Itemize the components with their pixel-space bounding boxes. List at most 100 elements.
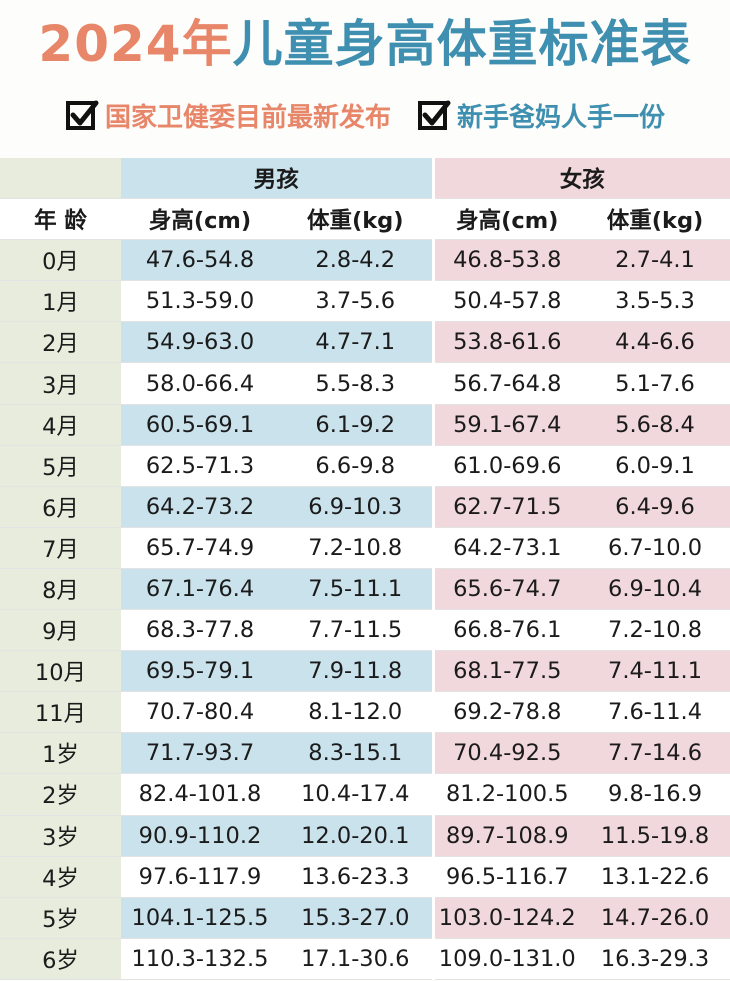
girl-group-header: 女孩 — [431, 158, 730, 200]
table-row: 1月 51.3-59.0 3.7-5.6 50.4-57.8 3.5-5.3 — [0, 280, 730, 323]
boy-height-cell: 70.7-80.4 — [121, 691, 279, 734]
girl-height-cell: 50.4-57.8 — [431, 280, 581, 323]
table-row: 8月 67.1-76.4 7.5-11.1 65.6-74.7 6.9-10.4 — [0, 568, 730, 611]
girl-weight-cell: 7.7-14.6 — [580, 732, 730, 775]
age-cell: 11月 — [0, 691, 121, 734]
boy-height-cell: 110.3-132.5 — [121, 938, 279, 980]
subtitle-official: 国家卫健委目前最新发布 — [65, 97, 391, 134]
boy-weight-cell: 6.9-10.3 — [279, 486, 434, 528]
subtitle-parents: 新手爸妈人手一份 — [417, 97, 665, 134]
girl-height-cell: 59.1-67.4 — [431, 404, 581, 446]
boy-weight-cell: 7.5-11.1 — [279, 568, 434, 611]
girl-height-cell: 109.0-131.0 — [431, 938, 581, 980]
girl-weight-header: 体重(kg) — [580, 198, 730, 241]
table-row: 9月 68.3-77.8 7.7-11.5 66.8-76.1 7.2-10.8 — [0, 609, 730, 652]
girl-weight-cell: 6.4-9.6 — [580, 486, 730, 528]
age-cell: 0月 — [0, 239, 121, 282]
boy-weight-cell: 4.7-7.1 — [279, 321, 434, 364]
boy-weight-cell: 8.3-15.1 — [279, 732, 434, 775]
boy-height-cell: 51.3-59.0 — [121, 280, 279, 323]
girl-weight-cell: 2.7-4.1 — [580, 239, 730, 282]
boy-height-cell: 69.5-79.1 — [121, 650, 279, 693]
boy-weight-cell: 7.2-10.8 — [279, 527, 434, 569]
table-row: 4月 60.5-69.1 6.1-9.2 59.1-67.4 5.6-8.4 — [0, 404, 730, 446]
age-cell: 9月 — [0, 609, 121, 652]
age-cell: 2月 — [0, 321, 121, 364]
girl-weight-cell: 5.1-7.6 — [580, 362, 730, 405]
boy-height-header: 身高(cm) — [121, 198, 279, 241]
table-row: 10月 69.5-79.1 7.9-11.8 68.1-77.5 7.4-11.1 — [0, 650, 730, 693]
girl-height-cell: 81.2-100.5 — [431, 773, 581, 816]
boy-height-cell: 62.5-71.3 — [121, 445, 279, 487]
boy-height-cell: 104.1-125.5 — [121, 897, 279, 939]
table-row: 4岁 97.6-117.9 13.6-23.3 96.5-116.7 13.1-22.6 — [0, 856, 730, 898]
girl-weight-cell: 3.5-5.3 — [580, 280, 730, 323]
boy-weight-cell: 6.1-9.2 — [279, 404, 434, 446]
boy-weight-cell: 15.3-27.0 — [279, 897, 434, 939]
age-cell: 3月 — [0, 362, 121, 405]
boy-height-cell: 67.1-76.4 — [121, 568, 279, 611]
subtitle-bar: 国家卫健委目前最新发布 新手爸妈人手一份 — [0, 92, 730, 138]
table-row: 5月 62.5-71.3 6.6-9.8 61.0-69.6 6.0-9.1 — [0, 445, 730, 487]
girl-weight-cell: 6.7-10.0 — [580, 527, 730, 569]
boy-height-cell: 58.0-66.4 — [121, 362, 279, 405]
girl-weight-cell: 11.5-19.8 — [580, 815, 730, 857]
girl-height-cell: 62.7-71.5 — [431, 486, 581, 528]
girl-height-cell: 65.6-74.7 — [431, 568, 581, 611]
age-cell: 2岁 — [0, 773, 121, 816]
checkbox-checked-icon — [418, 100, 451, 130]
girl-weight-cell: 14.7-26.0 — [580, 897, 730, 939]
boy-weight-cell: 12.0-20.1 — [279, 815, 434, 857]
girl-weight-cell: 16.3-29.3 — [580, 938, 730, 980]
girl-height-cell: 56.7-64.8 — [431, 362, 581, 405]
title-text: 儿童身高体重标准表 — [232, 15, 692, 73]
age-cell: 8月 — [0, 568, 121, 611]
boy-weight-cell: 2.8-4.2 — [279, 239, 434, 282]
girl-weight-cell: 7.6-11.4 — [580, 691, 730, 734]
boy-height-cell: 82.4-101.8 — [121, 773, 279, 816]
boy-height-cell: 68.3-77.8 — [121, 609, 279, 652]
age-cell: 5岁 — [0, 897, 121, 939]
boy-height-cell: 54.9-63.0 — [121, 321, 279, 364]
girl-height-cell: 53.8-61.6 — [431, 321, 581, 364]
girl-height-cell: 64.2-73.1 — [431, 527, 581, 569]
age-cell: 7月 — [0, 527, 121, 569]
boy-weight-cell: 8.1-12.0 — [279, 691, 434, 734]
table-row: 2岁 82.4-101.8 10.4-17.4 81.2-100.5 9.8-16.9 — [0, 773, 730, 816]
boy-weight-cell: 5.5-8.3 — [279, 362, 434, 405]
column-header-row: 年 龄 身高(cm) 体重(kg) 身高(cm) 体重(kg) — [0, 198, 730, 241]
girl-weight-cell: 6.9-10.4 — [580, 568, 730, 611]
table-row: 2月 54.9-63.0 4.7-7.1 53.8-61.6 4.4-6.6 — [0, 321, 730, 364]
age-cell: 5月 — [0, 445, 121, 487]
boy-weight-cell: 7.7-11.5 — [279, 609, 434, 652]
girl-weight-cell: 7.2-10.8 — [580, 609, 730, 652]
age-cell: 3岁 — [0, 815, 121, 857]
table-row: 5岁 104.1-125.5 15.3-27.0 103.0-124.2 14.7-26… — [0, 897, 730, 939]
girl-height-cell: 96.5-116.7 — [431, 856, 581, 898]
table-row: 1岁 71.7-93.7 8.3-15.1 70.4-92.5 7.7-14.6 — [0, 732, 730, 775]
boy-group-header: 男孩 — [121, 158, 434, 200]
girl-weight-cell: 9.8-16.9 — [580, 773, 730, 816]
table-row: 6岁 110.3-132.5 17.1-30.6 109.0-131.0 16.3-29… — [0, 938, 730, 980]
girl-height-cell: 89.7-108.9 — [431, 815, 581, 857]
group-header-row: 男孩 女孩 — [0, 158, 730, 200]
girl-height-cell: 61.0-69.6 — [431, 445, 581, 487]
table-row: 11月 70.7-80.4 8.1-12.0 69.2-78.8 7.6-11.4 — [0, 691, 730, 734]
girl-height-cell: 103.0-124.2 — [431, 897, 581, 939]
boy-height-cell: 60.5-69.1 — [121, 404, 279, 446]
age-cell: 6月 — [0, 486, 121, 528]
girl-height-header: 身高(cm) — [431, 198, 581, 241]
age-cell: 10月 — [0, 650, 121, 693]
girl-height-cell: 68.1-77.5 — [431, 650, 581, 693]
boy-weight-cell: 10.4-17.4 — [279, 773, 434, 816]
age-cell: 1岁 — [0, 732, 121, 775]
age-cell: 1月 — [0, 280, 121, 323]
boy-weight-cell: 3.7-5.6 — [279, 280, 434, 323]
boy-height-cell: 64.2-73.2 — [121, 486, 279, 528]
age-cell: 6岁 — [0, 938, 121, 980]
age-column-header: 年 龄 — [0, 198, 121, 241]
boy-weight-header: 体重(kg) — [279, 198, 434, 241]
girl-height-cell: 69.2-78.8 — [431, 691, 581, 734]
growth-standard-table: 男孩 女孩 年 龄 身高(cm) 体重(kg) 身高(cm) 体重(kg) 0月… — [0, 158, 730, 980]
page-title: 2024年儿童身高体重标准表 — [0, 6, 730, 82]
